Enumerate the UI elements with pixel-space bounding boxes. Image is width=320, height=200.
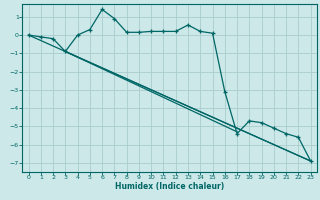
- X-axis label: Humidex (Indice chaleur): Humidex (Indice chaleur): [115, 182, 224, 191]
